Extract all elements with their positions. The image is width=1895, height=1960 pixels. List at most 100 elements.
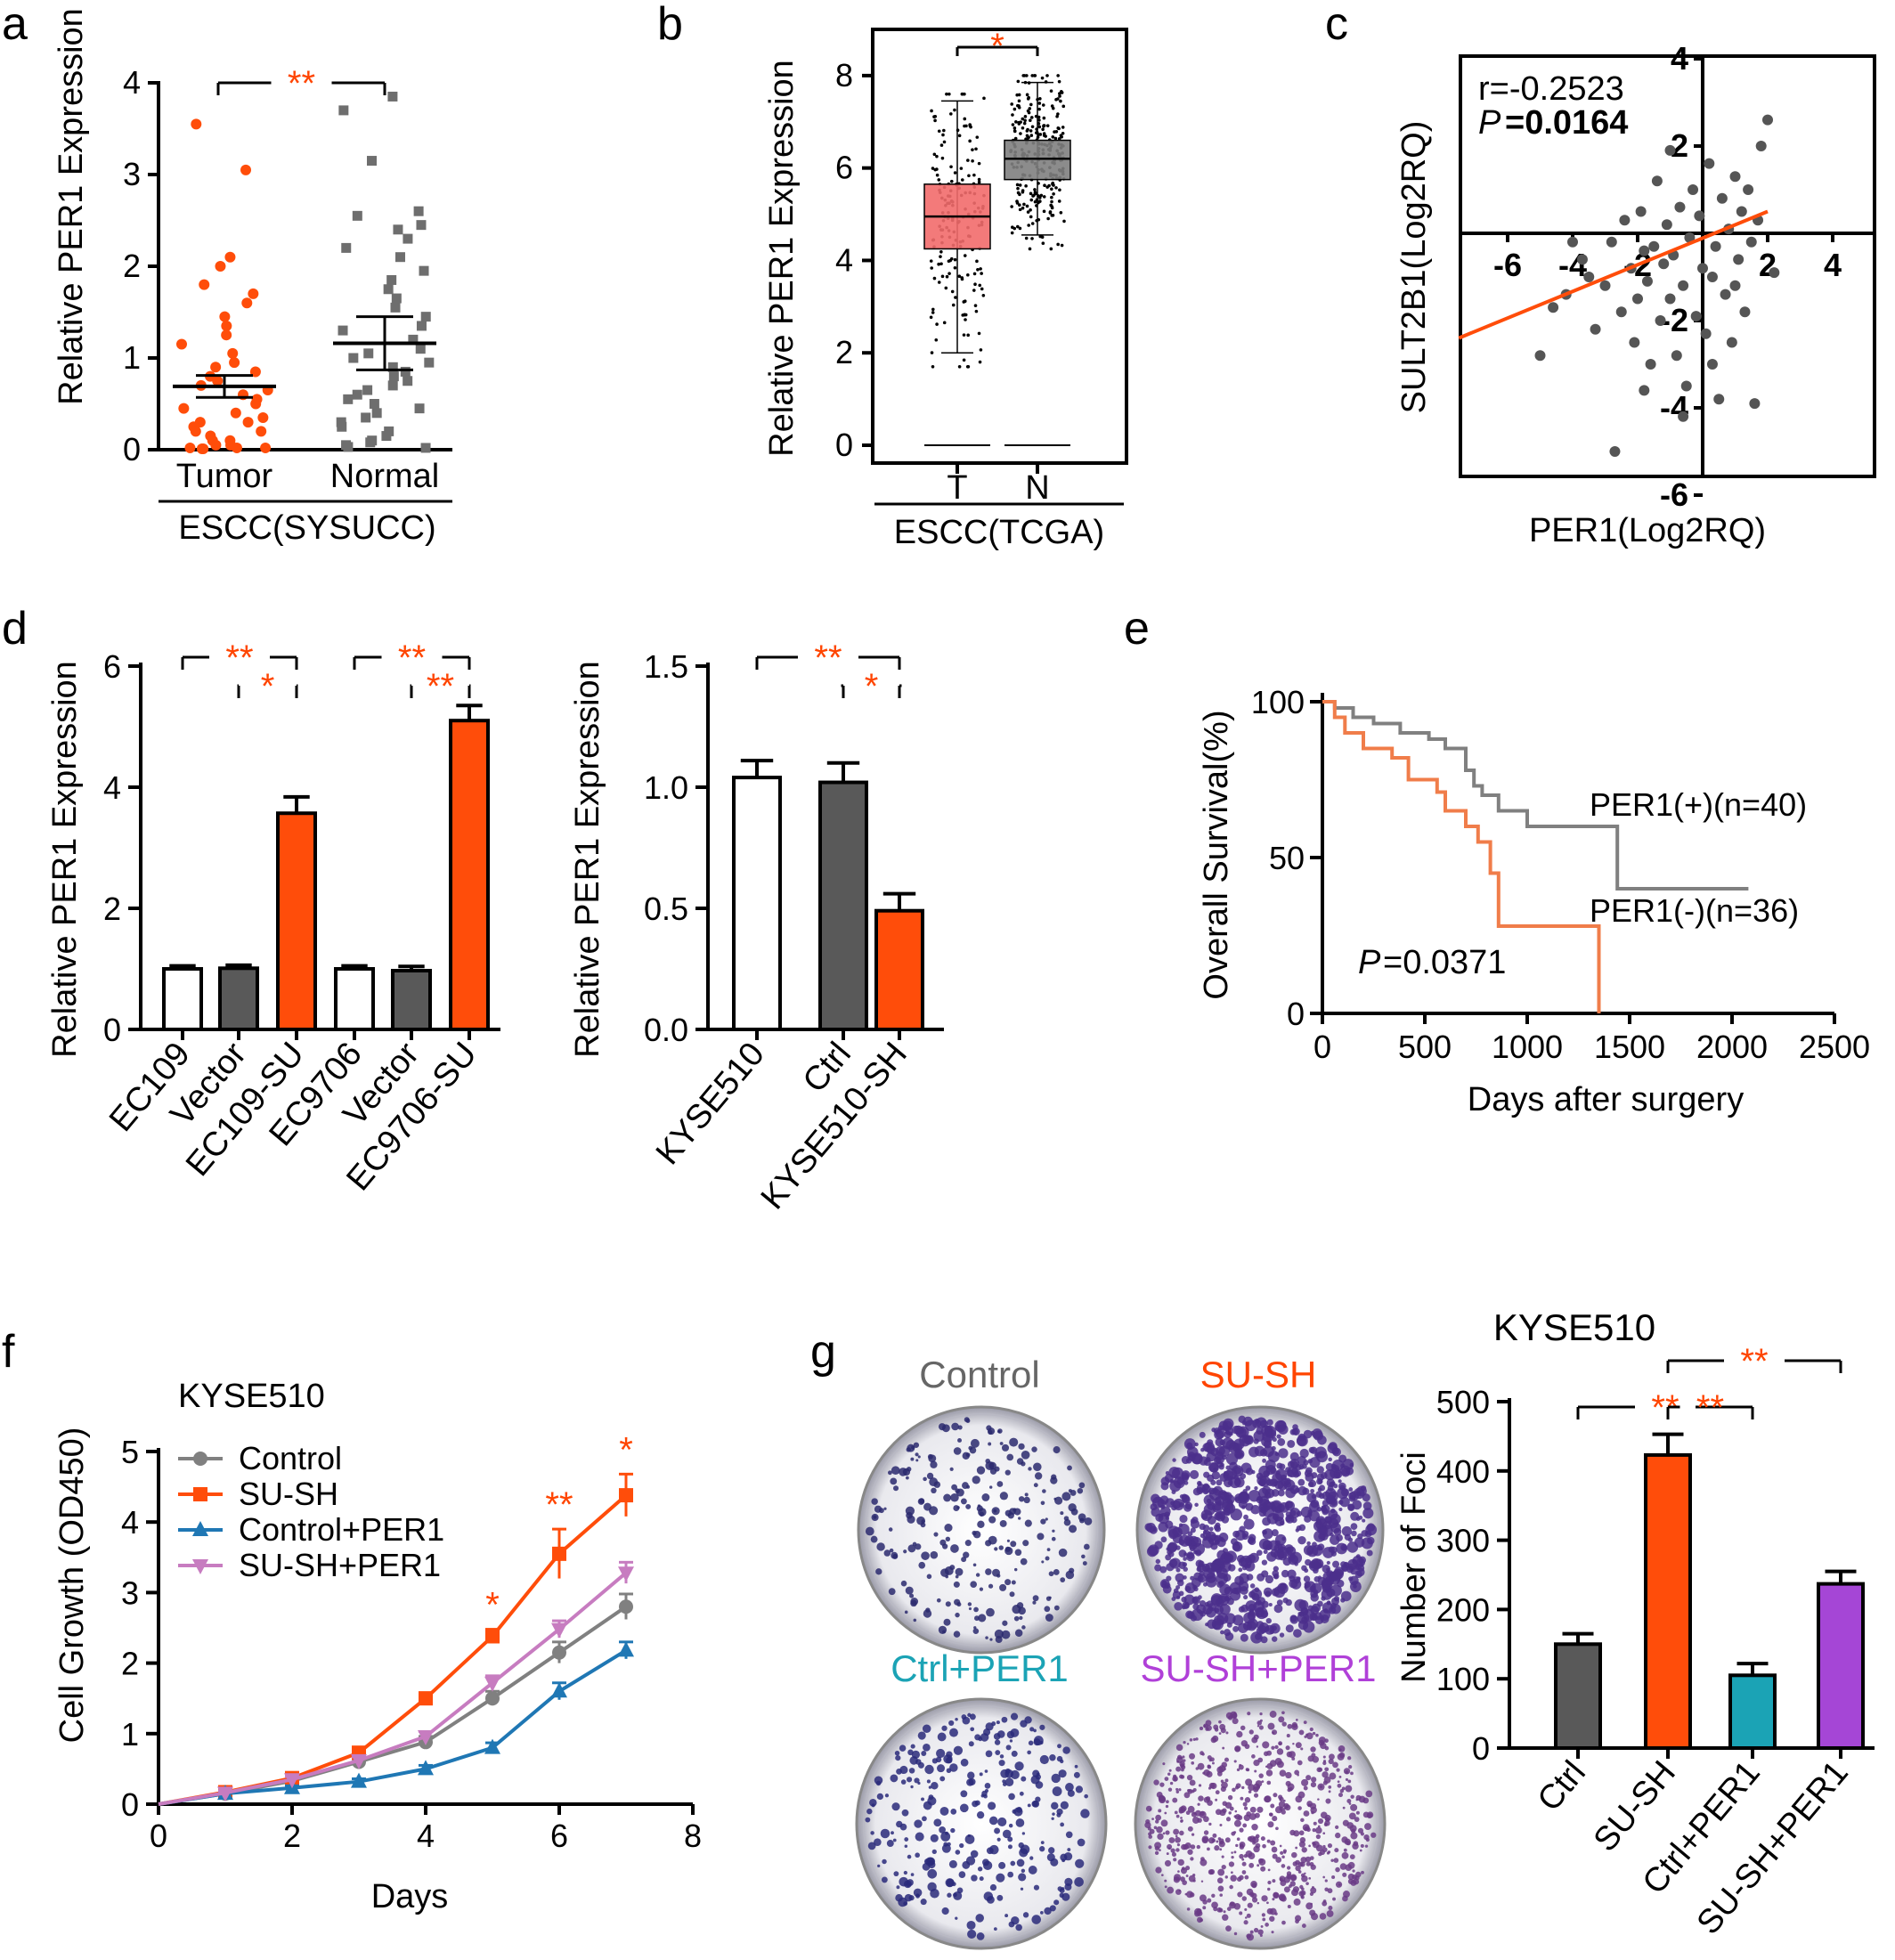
- plate-su-sh-colony: [1224, 1509, 1232, 1517]
- plate-ctrl-per1-colony: [959, 1803, 969, 1813]
- plate-su-sh-colony: [1298, 1524, 1306, 1532]
- plate-su-sh-colony: [1332, 1560, 1340, 1568]
- plate-su-sh-per1-colony: [1187, 1849, 1193, 1855]
- plate-su-sh-per1-colony: [1305, 1861, 1311, 1866]
- panel-b-point: [981, 294, 986, 297]
- panel-e-xtick-label: 2500: [1799, 1029, 1870, 1065]
- plate-su-sh-colony: [1224, 1477, 1233, 1488]
- plate-su-sh-colony: [1357, 1533, 1363, 1540]
- plate-su-sh-colony: [1174, 1601, 1183, 1611]
- panel-b-point: [929, 315, 933, 320]
- plate-control-colony: [1006, 1453, 1014, 1461]
- plate-su-sh-colony: [1340, 1598, 1346, 1603]
- panel-b-point: [953, 265, 957, 270]
- plate-su-sh-per1-colony: [1289, 1829, 1296, 1836]
- panel-b-point: [937, 129, 941, 134]
- panel-b-point: [1041, 127, 1045, 132]
- plate-control-colony: [1021, 1450, 1030, 1460]
- plate-su-sh-per1-colony: [1233, 1850, 1237, 1854]
- plate-su-sh-per1-colony: [1269, 1711, 1277, 1718]
- plate-su-sh-colony: [1341, 1525, 1352, 1537]
- plate-su-sh-per1-colony: [1244, 1907, 1248, 1911]
- plate-control-colony: [977, 1520, 985, 1529]
- plate-su-sh-per1-colony: [1185, 1810, 1191, 1816]
- plate-su-sh-colony: [1220, 1630, 1224, 1635]
- plate-control-colony: [1024, 1519, 1032, 1527]
- panel-b-point: [1043, 183, 1046, 188]
- plate-su-sh-per1-colony: [1249, 1930, 1254, 1934]
- panel-c-point: [1694, 210, 1705, 222]
- panel-a-normal-point: [381, 431, 392, 442]
- panel-f-marker: [418, 1729, 434, 1745]
- plate-su-sh-per1-colony: [1201, 1753, 1205, 1756]
- plate-su-sh-colony: [1316, 1545, 1322, 1551]
- panel-a-group-label: ESCC(SYSUCC): [178, 509, 435, 547]
- plate-ctrl-per1-colony: [910, 1873, 915, 1876]
- plate-su-sh-colony: [1176, 1477, 1184, 1485]
- plate-su-sh-per1-colony: [1186, 1743, 1190, 1745]
- plate-su-sh-per1-colony: [1252, 1786, 1259, 1793]
- plate-su-sh-per1-colony: [1295, 1846, 1298, 1850]
- plate-ctrl-per1-colony: [1018, 1842, 1024, 1849]
- panel-b-point: [1017, 203, 1021, 207]
- plate-su-sh-per1-colony: [1350, 1794, 1354, 1799]
- plate-ctrl-per1-colony: [930, 1834, 939, 1842]
- plate-control-colony: [1022, 1540, 1029, 1547]
- plate-su-sh-per1-colony: [1257, 1785, 1260, 1789]
- plate-control-colony: [1045, 1517, 1048, 1521]
- panel-a-cat-0: Tumor: [176, 458, 273, 495]
- plate-su-sh-colony: [1354, 1563, 1362, 1570]
- plate-su-sh-per1-colony: [1293, 1898, 1301, 1906]
- plate-su-sh-per1-colony: [1309, 1727, 1313, 1732]
- plate-su-sh-per1-colony: [1164, 1885, 1167, 1889]
- plate-su-sh-per1-colony: [1185, 1875, 1189, 1877]
- plate-su-sh-per1-colony: [1164, 1879, 1167, 1883]
- plate-label-su-sh-per1: SU-SH+PER1: [1141, 1647, 1377, 1689]
- plate-su-sh-per1-colony: [1350, 1803, 1358, 1811]
- plate-control-colony: [1053, 1446, 1061, 1454]
- plate-su-sh-colony: [1193, 1572, 1202, 1581]
- plate-control-colony: [910, 1457, 915, 1461]
- panel-a-normal-point: [420, 312, 431, 322]
- plate-control-colony: [1044, 1606, 1051, 1613]
- plate-ctrl-per1-colony: [891, 1831, 894, 1835]
- plate-ctrl-per1-colony: [1013, 1807, 1023, 1817]
- panel-b-point: [1023, 115, 1028, 118]
- plate-su-sh-per1-colony: [1346, 1799, 1352, 1803]
- plate-su-sh-per1-colony: [1251, 1754, 1256, 1759]
- plate-ctrl-per1-colony: [1019, 1848, 1029, 1858]
- plate-control-colony: [912, 1541, 917, 1547]
- panel-f-ytick-label: 4: [121, 1504, 139, 1541]
- plate-ctrl-per1-colony: [870, 1831, 874, 1835]
- panel-a-tumor-point: [229, 357, 240, 369]
- panel-b-point: [1057, 126, 1061, 131]
- plate-su-sh-colony: [1210, 1563, 1215, 1567]
- plate-su-sh-per1-colony: [1257, 1864, 1260, 1867]
- panel-g-ytick-label: 0: [1472, 1730, 1490, 1767]
- plate-su-sh-per1-colony: [1180, 1775, 1185, 1779]
- plate-ctrl-per1-colony: [984, 1789, 988, 1793]
- plate-ctrl-per1-colony: [998, 1760, 1005, 1767]
- plate-su-sh-colony: [1270, 1501, 1275, 1507]
- plate-su-sh-colony: [1330, 1570, 1342, 1582]
- panel-b-point: [1058, 188, 1061, 192]
- plate-su-sh-per1-colony: [1196, 1916, 1203, 1923]
- plate-su-sh-per1-colony: [1264, 1795, 1271, 1803]
- plate-su-sh-per1-colony: [1360, 1832, 1364, 1836]
- plate-su-sh-per1-colony: [1327, 1842, 1333, 1849]
- panel-b-point: [1021, 189, 1025, 192]
- plate-su-sh-colony: [1196, 1486, 1204, 1495]
- plate-ctrl-per1-colony: [928, 1860, 936, 1869]
- panel-b-point: [962, 333, 966, 337]
- plate-su-sh-per1-colony: [1301, 1778, 1309, 1786]
- panel-c-ylabel: SULT2B1(Log2RQ): [1395, 121, 1433, 414]
- panel-b-frame: [871, 28, 1128, 465]
- plate-su-sh-colony: [1321, 1578, 1332, 1590]
- panel-a-tumor-point: [199, 279, 210, 290]
- panel-b-point: [945, 92, 948, 96]
- plate-ctrl-per1-colony: [949, 1763, 958, 1772]
- plate-su-sh-per1-colony: [1332, 1897, 1336, 1901]
- plate-su-sh-per1-colony: [1308, 1876, 1312, 1880]
- panel-b-point: [942, 140, 947, 144]
- plate-su-sh-colony: [1192, 1542, 1206, 1555]
